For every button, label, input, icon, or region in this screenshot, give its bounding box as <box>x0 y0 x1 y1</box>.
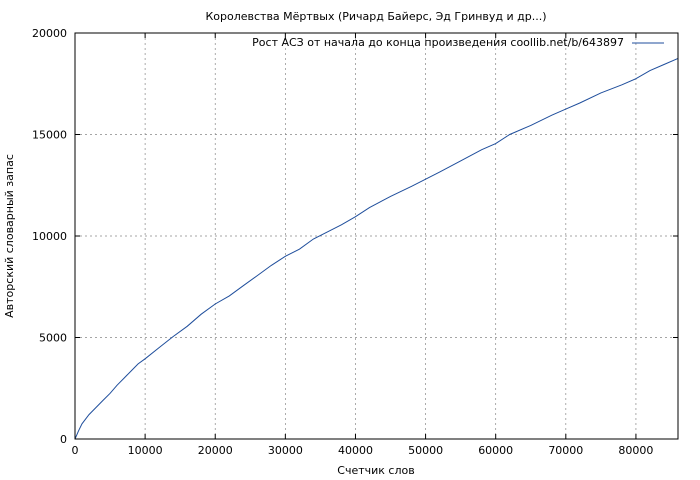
axis-ticks: 0 10000 20000 30000 40000 50000 60000 70000 8000… <box>32 27 678 457</box>
legend: Рост АСЗ от начала до конца произведения… <box>252 36 664 49</box>
y-tick-label: 20000 <box>32 27 67 40</box>
y-tick-label: 15000 <box>32 129 67 142</box>
x-tick-label: 40000 <box>338 444 373 457</box>
data-layer <box>74 57 679 440</box>
x-tick-label: 10000 <box>128 444 163 457</box>
x-tick-label: 80000 <box>618 444 653 457</box>
series-line <box>74 57 679 440</box>
chart-title: Королевства Мёртвых (Ричард Байерс, Эд Г… <box>205 10 546 23</box>
x-tick-label: 50000 <box>408 444 443 457</box>
x-axis-label: Счетчик слов <box>337 464 414 477</box>
plot-frame <box>74 32 679 440</box>
y-axis-label: Авторский словарный запас <box>3 154 16 318</box>
y-tick-label: 10000 <box>32 230 67 243</box>
x-tick-label: 0 <box>72 444 79 457</box>
legend-label: Рост АСЗ от начала до конца произведения… <box>252 36 624 49</box>
x-tick-label: 20000 <box>198 444 233 457</box>
y-tick-label: 5000 <box>39 332 67 345</box>
x-tick-label: 70000 <box>548 444 583 457</box>
x-tick-label: 60000 <box>478 444 513 457</box>
x-tick-label: 30000 <box>268 444 303 457</box>
y-tick-label: 0 <box>60 433 67 446</box>
grid-lines <box>75 33 678 439</box>
